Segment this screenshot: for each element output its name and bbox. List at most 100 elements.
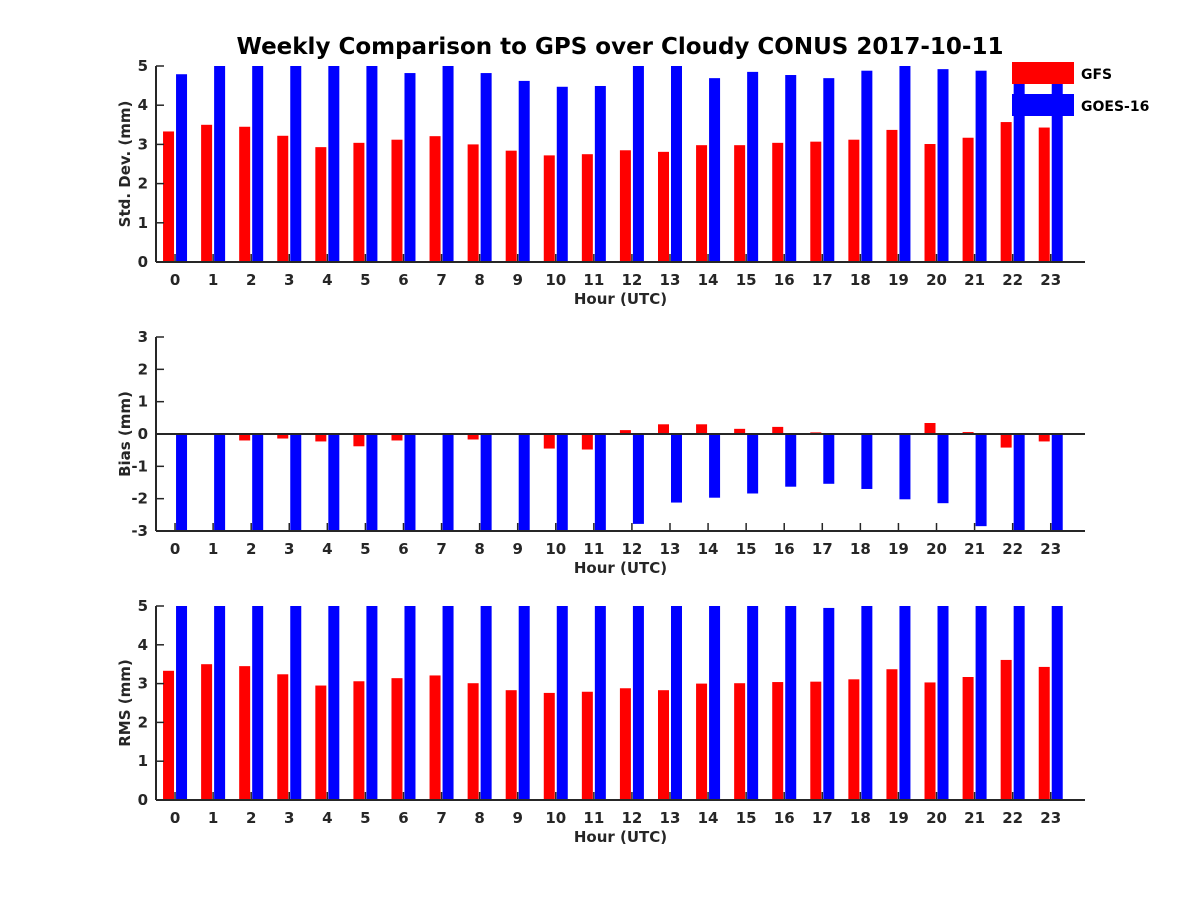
y-tick-label: 0 [138, 253, 148, 271]
bar-goes16-hour-8 [480, 73, 492, 262]
bars [163, 423, 1063, 531]
bar-gfs-hour-1 [201, 664, 213, 800]
bar-goes16-hour-11 [594, 606, 606, 800]
bar-gfs-hour-20 [924, 682, 936, 800]
legend-label-gfs: GFS [1081, 67, 1112, 83]
bar-gfs-hour-16 [772, 426, 784, 434]
bar-goes16-hour-2 [252, 66, 264, 262]
x-tick-label: 22 [1002, 809, 1023, 827]
x-tick-label: 14 [698, 540, 719, 558]
bars [163, 606, 1063, 800]
bar-gfs-hour-10 [543, 692, 555, 800]
bar-goes16-hour-11 [594, 85, 606, 263]
bar-goes16-hour-7 [442, 66, 454, 262]
x-tick-label: 20 [926, 809, 947, 827]
x-tick-label: 10 [545, 271, 566, 289]
bar-gfs-hour-21 [962, 677, 974, 800]
bar-gfs-hour-8 [467, 434, 479, 440]
y-tick-label: 4 [138, 636, 148, 654]
bar-goes16-hour-10 [556, 606, 568, 800]
bar-gfs-hour-17 [810, 141, 822, 262]
bar-goes16-hour-18 [861, 434, 873, 489]
bar-gfs-hour-15 [734, 683, 746, 800]
y-tick-label: 3 [138, 135, 148, 153]
y-tick-label: -1 [131, 457, 148, 475]
bar-gfs-hour-0 [163, 670, 175, 800]
x-tick-label: 16 [774, 809, 795, 827]
bar-gfs-hour-21 [962, 137, 974, 262]
x-tick-label: 7 [436, 540, 446, 558]
x-tick-label: 20 [926, 540, 947, 558]
y-tick-label: 0 [138, 425, 148, 443]
x-tick-label: 23 [1040, 809, 1061, 827]
y-tick-label: 1 [138, 752, 148, 770]
bar-goes16-hour-5 [366, 434, 378, 531]
bar-goes16-hour-6 [404, 73, 416, 262]
x-tick-label: 8 [474, 540, 484, 558]
x-tick-label: 0 [170, 809, 180, 827]
legend: GFS GOES-16 [1012, 62, 1149, 116]
bar-gfs-hour-19 [886, 669, 898, 800]
x-tick-label: 21 [964, 540, 985, 558]
y-tick-label: 2 [138, 175, 148, 193]
x-tick-label: 2 [246, 271, 256, 289]
bar-gfs-hour-18 [848, 139, 860, 262]
bar-goes16-hour-13 [671, 606, 682, 800]
x-tick-label: 3 [284, 540, 294, 558]
bar-gfs-hour-13 [658, 690, 669, 800]
x-tick-label: 11 [583, 271, 604, 289]
bar-goes16-hour-1 [214, 66, 226, 262]
x-tick-label: 9 [512, 540, 522, 558]
y-tick-label: 1 [138, 393, 148, 411]
bar-goes16-hour-14 [709, 434, 721, 498]
y-tick-label: 3 [138, 328, 148, 346]
x-tick-label: 16 [774, 271, 795, 289]
bar-gfs-hour-10 [543, 155, 555, 262]
x-tick-label: 13 [660, 271, 681, 289]
x-axis-label: Hour (UTC) [574, 559, 667, 577]
y-tick-label: 3 [138, 675, 148, 693]
x-tick-label: 17 [812, 809, 833, 827]
bar-goes16-hour-16 [785, 75, 797, 263]
bar-gfs-hour-18 [848, 679, 860, 800]
bar-goes16-hour-2 [252, 434, 264, 531]
bar-gfs-hour-11 [581, 154, 593, 262]
bar-gfs-hour-12 [619, 150, 631, 262]
x-tick-label: 23 [1040, 271, 1061, 289]
y-tick-label: 2 [138, 713, 148, 731]
bar-goes16-hour-20 [937, 69, 949, 262]
bar-gfs-hour-4 [315, 147, 327, 262]
y-tick-label: -3 [131, 522, 148, 540]
x-tick-label: 22 [1002, 271, 1023, 289]
bar-goes16-hour-6 [404, 606, 416, 800]
x-tick-label: 5 [360, 540, 370, 558]
x-tick-label: 20 [926, 271, 947, 289]
x-tick-label: 14 [698, 271, 719, 289]
x-tick-label: 4 [322, 271, 332, 289]
bar-gfs-hour-2 [239, 434, 251, 441]
bar-gfs-hour-7 [429, 675, 441, 800]
x-tick-label: 17 [812, 540, 833, 558]
bar-goes16-hour-13 [671, 434, 682, 503]
x-tick-label: 4 [322, 540, 332, 558]
bar-goes16-hour-23 [1051, 77, 1063, 262]
x-tick-label: 15 [736, 809, 757, 827]
bar-goes16-hour-0 [176, 606, 188, 800]
bar-goes16-hour-0 [176, 74, 188, 262]
legend-swatch-goes16 [1012, 94, 1074, 116]
bar-gfs-hour-5 [353, 434, 365, 447]
bar-goes16-hour-7 [442, 606, 454, 800]
bar-gfs-hour-23 [1038, 666, 1050, 800]
bar-gfs-hour-2 [239, 666, 251, 800]
bar-gfs-hour-2 [239, 126, 251, 262]
x-tick-label: 6 [398, 540, 408, 558]
bar-goes16-hour-17 [823, 78, 835, 263]
bar-goes16-hour-11 [594, 434, 606, 531]
bar-goes16-hour-1 [214, 606, 226, 800]
bar-gfs-hour-0 [163, 131, 175, 262]
x-tick-label: 11 [583, 809, 604, 827]
x-tick-label: 1 [208, 271, 218, 289]
bar-goes16-hour-12 [632, 606, 644, 800]
bar-goes16-hour-8 [480, 434, 492, 531]
bar-goes16-hour-4 [328, 66, 340, 262]
